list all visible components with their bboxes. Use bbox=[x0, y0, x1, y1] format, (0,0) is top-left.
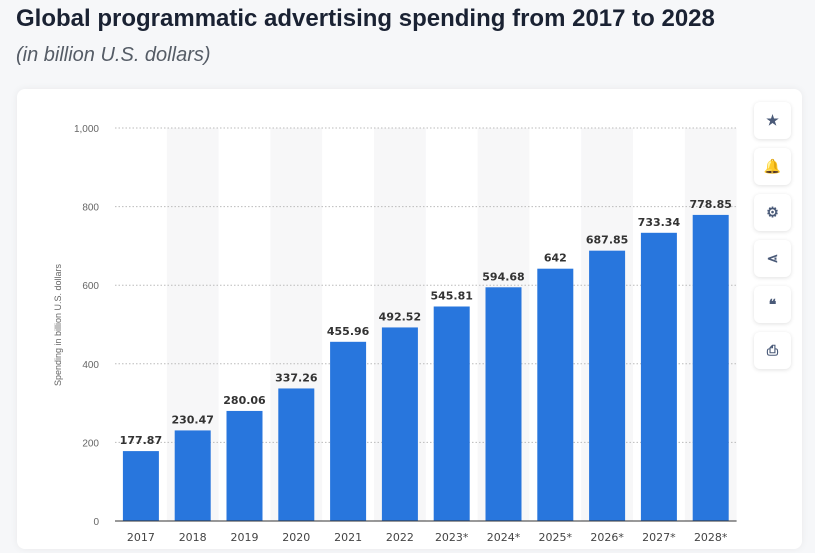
bar bbox=[278, 388, 315, 521]
y-tick-label: 400 bbox=[82, 360, 99, 371]
x-tick-label: 2018 bbox=[179, 531, 207, 544]
x-tick-label: 2027* bbox=[642, 531, 676, 544]
data-label: 642 bbox=[544, 252, 567, 265]
toolbar: ★ 🔔 ⚙ ⋖ ❝ ⎙ bbox=[754, 102, 791, 378]
data-label: 778.85 bbox=[689, 198, 731, 211]
share-icon: ⋖ bbox=[766, 250, 779, 266]
x-tick-label: 2025* bbox=[539, 531, 573, 544]
quote-button[interactable]: ❝ bbox=[754, 286, 791, 323]
bell-button[interactable]: 🔔 bbox=[754, 148, 791, 185]
star-button[interactable]: ★ bbox=[754, 102, 791, 139]
bar bbox=[589, 250, 626, 521]
bar bbox=[485, 287, 522, 521]
gear-icon: ⚙ bbox=[766, 204, 779, 220]
bell-icon: 🔔 bbox=[763, 158, 782, 174]
x-tick-label: 2021 bbox=[334, 531, 362, 544]
y-tick-label: 800 bbox=[82, 203, 99, 214]
data-label: 177.87 bbox=[120, 434, 162, 447]
bar bbox=[692, 214, 729, 521]
data-label: 280.06 bbox=[223, 394, 266, 407]
quote-icon: ❝ bbox=[768, 296, 777, 312]
x-tick-label: 2022 bbox=[386, 531, 414, 544]
bar bbox=[433, 306, 470, 521]
gear-button[interactable]: ⚙ bbox=[754, 194, 791, 231]
y-tick-label: 0 bbox=[93, 517, 99, 528]
bar bbox=[330, 341, 367, 521]
x-tick-label: 2019 bbox=[231, 531, 259, 544]
data-label: 545.81 bbox=[430, 289, 472, 302]
y-tick-label: 200 bbox=[82, 438, 99, 449]
page-title: Global programmatic advertising spending… bbox=[16, 5, 715, 32]
y-tick-label: 1,000 bbox=[74, 124, 99, 135]
data-label: 594.68 bbox=[482, 270, 524, 283]
data-label: 492.52 bbox=[379, 310, 421, 323]
bar bbox=[640, 232, 677, 522]
x-tick-label: 2017 bbox=[127, 531, 155, 544]
data-label: 687.85 bbox=[586, 234, 628, 247]
x-tick-label: 2023* bbox=[435, 531, 469, 544]
data-label: 230.47 bbox=[171, 413, 213, 426]
bar bbox=[381, 327, 418, 521]
print-button[interactable]: ⎙ bbox=[754, 332, 791, 369]
x-tick-label: 2028* bbox=[694, 531, 728, 544]
page-subtitle: (in billion U.S. dollars) bbox=[16, 44, 211, 66]
x-tick-label: 2024* bbox=[487, 531, 521, 544]
print-icon: ⎙ bbox=[766, 342, 779, 358]
bar bbox=[537, 268, 574, 521]
data-label: 455.96 bbox=[327, 325, 370, 338]
y-axis-label: Spending in billion U.S. dollars bbox=[53, 263, 63, 386]
data-label: 733.34 bbox=[638, 216, 681, 229]
bar bbox=[174, 430, 211, 521]
bar bbox=[122, 451, 159, 521]
x-tick-label: 2026* bbox=[590, 531, 624, 544]
data-label: 337.26 bbox=[275, 371, 318, 384]
bar bbox=[226, 410, 263, 521]
y-tick-label: 600 bbox=[82, 281, 99, 292]
star-icon: ★ bbox=[766, 112, 779, 128]
x-tick-label: 2020 bbox=[282, 531, 310, 544]
share-button[interactable]: ⋖ bbox=[754, 240, 791, 277]
